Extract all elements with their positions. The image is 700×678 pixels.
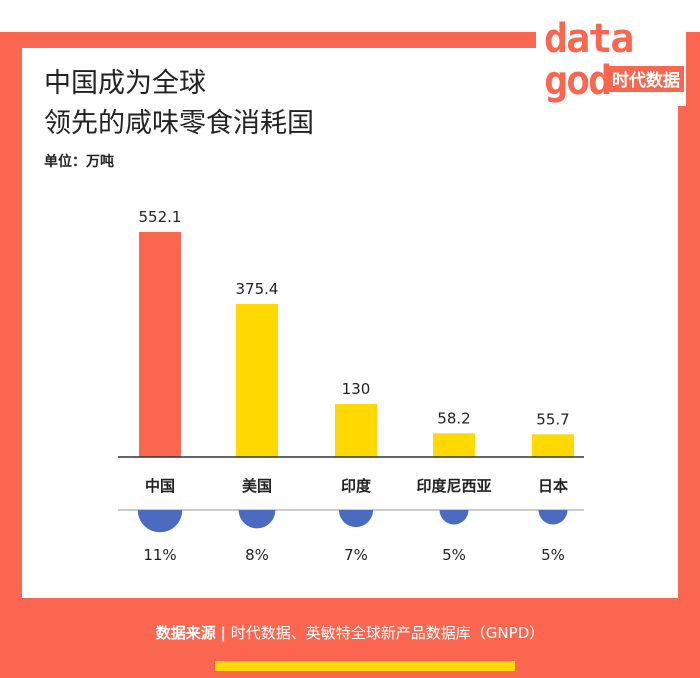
share-circle-3: [439, 510, 469, 525]
share-label-4: 5%: [541, 546, 565, 564]
share-circles-group: [137, 510, 568, 533]
chart-title-line-2: 领先的咸味零食消耗国: [44, 108, 314, 139]
bar-4: [532, 434, 574, 457]
chart-title-line-1: 中国成为全球: [44, 68, 206, 99]
share-circle-4: [538, 510, 568, 525]
frame-top: [0, 32, 700, 48]
share-circle-0: [137, 510, 183, 533]
share-circle-2: [338, 510, 374, 528]
share-label-0: 11%: [143, 546, 176, 564]
value-label-3: 58.2: [437, 409, 470, 427]
chart-title: 中国成为全球 领先的咸味零食消耗国: [44, 64, 314, 144]
category-label-1: 美国: [242, 477, 272, 495]
share-label-2: 7%: [344, 546, 368, 564]
share-labels-group: 11% 8% 7% 5% 5%: [143, 546, 565, 564]
share-circle-1: [238, 510, 276, 529]
share-label-1: 8%: [245, 546, 269, 564]
value-label-1: 375.4: [236, 280, 279, 298]
source-label: 数据来源: [155, 624, 216, 642]
bars-group: [139, 232, 574, 457]
value-label-4: 55.7: [536, 410, 569, 428]
source-line: 数据来源 | 时代数据、英敏特全球新产品数据库（GNPD）: [0, 622, 700, 643]
logo-word-bottom: god: [544, 58, 610, 104]
source-separator: |: [220, 624, 227, 642]
logo-cn: 时代数据: [612, 70, 680, 91]
value-label-2: 130: [342, 380, 371, 398]
source-text: 时代数据、英敏特全球新产品数据库（GNPD）: [230, 624, 545, 642]
category-labels-group: 中国 美国 印度 印度尼西亚 日本: [145, 477, 568, 495]
bar-0: [139, 232, 181, 457]
footer-accent-bar: [215, 661, 515, 671]
category-label-2: 印度: [341, 477, 372, 495]
bar-2: [335, 404, 377, 457]
frame-right: [678, 32, 700, 678]
logo-word-top: data: [544, 16, 632, 62]
chart-panel: [22, 48, 678, 598]
bar-1: [236, 304, 278, 457]
dataguru-logo: data god 时代数据: [536, 8, 686, 106]
value-label-0: 552.1: [139, 208, 182, 226]
category-label-0: 中国: [145, 477, 175, 495]
unit-label: 单位：万吨: [44, 154, 114, 170]
bar-3: [433, 433, 475, 457]
frame-left: [0, 32, 22, 678]
share-label-3: 5%: [442, 546, 466, 564]
value-labels-group: 552.1 375.4 130 58.2 55.7: [139, 208, 570, 428]
category-label-3: 印度尼西亚: [416, 477, 491, 495]
category-label-4: 日本: [538, 477, 568, 495]
